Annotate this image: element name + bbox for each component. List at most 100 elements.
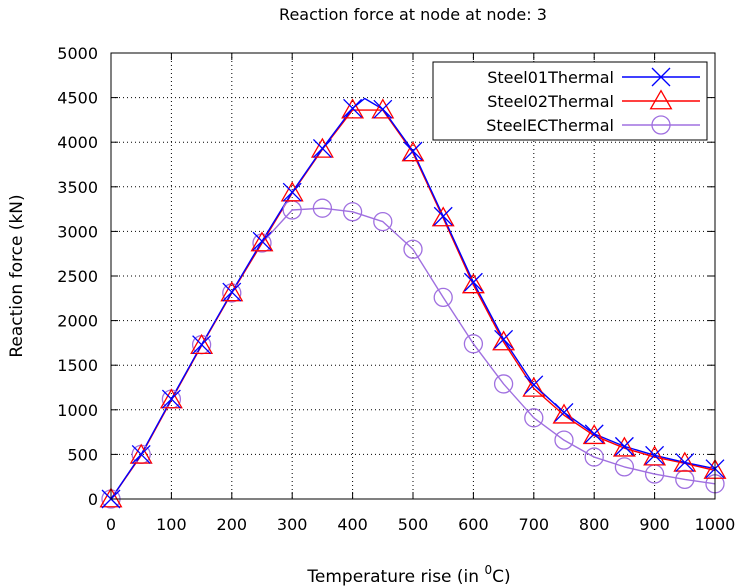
data-point <box>250 231 274 252</box>
x-tick-label: 400 <box>337 515 368 534</box>
legend-marker <box>651 115 671 135</box>
y-tick-label: 3500 <box>57 178 98 197</box>
data-point <box>341 98 365 119</box>
data-point <box>401 141 425 162</box>
data-point <box>552 403 576 424</box>
data-point <box>614 436 634 456</box>
x-tick-label: 900 <box>639 515 670 534</box>
legend-marker <box>649 89 673 110</box>
grid <box>111 53 715 499</box>
y-tick-label: 2500 <box>57 267 98 286</box>
series-Steel01Thermal <box>110 97 716 500</box>
data-point <box>222 282 242 302</box>
y-tick-label: 4000 <box>57 133 98 152</box>
data-point <box>252 233 272 253</box>
x-axis-title-suffix: C) <box>492 567 511 587</box>
x-axis-title-superscript: 0 <box>484 563 492 577</box>
x-tick-label: 200 <box>217 515 248 534</box>
data-point <box>675 469 695 490</box>
data-point <box>645 445 665 465</box>
x-tick-label: 1000 <box>695 515 736 534</box>
legend-items: Steel01Thermal Steel02Thermal SteelECTherm… <box>486 67 700 135</box>
x-tick-label: 500 <box>398 515 429 534</box>
data-point <box>643 445 667 466</box>
data-point <box>463 272 483 292</box>
data-point <box>252 231 272 251</box>
data-point <box>220 281 244 302</box>
y-tick-label: 3000 <box>57 222 98 241</box>
data-point <box>373 99 393 119</box>
series-markers-Steel02Thermal <box>99 98 727 508</box>
x-tick-label: 300 <box>277 515 308 534</box>
data-point <box>461 273 485 294</box>
data-point <box>312 138 332 158</box>
data-point <box>582 424 606 445</box>
data-point <box>554 430 574 450</box>
data-point <box>129 443 153 464</box>
series-Steel02Thermal <box>110 109 716 500</box>
legend-label: SteelECThermal <box>486 116 614 135</box>
legend: Steel01Thermal Steel02Thermal SteelECTherm… <box>432 61 708 141</box>
y-tick-label: 2000 <box>57 312 98 331</box>
data-point <box>282 182 302 202</box>
series-markers-Steel01Thermal <box>101 98 725 509</box>
data-point <box>159 388 183 409</box>
y-tick-label: 500 <box>67 445 98 464</box>
data-point <box>99 487 123 508</box>
x-tick-label: 600 <box>458 515 489 534</box>
y-tick-label: 4500 <box>57 89 98 108</box>
data-point <box>584 424 604 444</box>
data-point <box>675 452 695 472</box>
x-tick-label: 700 <box>519 515 550 534</box>
data-point <box>280 181 304 202</box>
y-tick-label: 1000 <box>57 401 98 420</box>
data-point <box>673 451 697 472</box>
data-point <box>403 141 423 161</box>
data-point <box>492 330 516 351</box>
x-tick-label: 0 <box>106 515 116 534</box>
data-point <box>131 444 151 464</box>
data-point <box>403 239 423 259</box>
data-point <box>524 375 544 395</box>
chart-title: Reaction force at node at node: 3 <box>279 5 547 24</box>
axis-ticks: 0 100 200 300 400 500 600 700 800 900 1000 0 500 1000… <box>57 44 735 534</box>
x-axis-title: Temperature rise (in 0C) <box>306 563 510 587</box>
legend-label: Steel02Thermal <box>487 92 614 111</box>
x-tick-label: 100 <box>156 515 187 534</box>
y-tick-label: 1500 <box>57 356 98 375</box>
data-point <box>433 206 453 226</box>
data-point <box>463 334 484 354</box>
data-point <box>493 374 514 394</box>
y-tick-label: 5000 <box>57 44 98 63</box>
data-point <box>190 333 214 354</box>
y-axis-title: Reaction force (kN) <box>7 194 27 357</box>
data-point <box>310 137 334 158</box>
data-point <box>522 376 546 397</box>
data-point <box>373 211 393 232</box>
data-point <box>614 457 635 477</box>
data-point <box>222 283 242 303</box>
data-point <box>431 206 455 227</box>
x-axis-title-prefix: Temperature rise (in <box>306 567 484 587</box>
data-point <box>494 329 514 349</box>
series-line <box>110 109 716 500</box>
data-point <box>612 436 636 457</box>
data-point <box>371 98 395 119</box>
series-line <box>110 97 716 500</box>
legend-item-Steel02Thermal: Steel02Thermal <box>487 89 700 111</box>
data-point <box>161 389 181 409</box>
series-layer <box>99 97 727 509</box>
data-point <box>433 287 453 308</box>
legend-item-SteelECThermal: SteelECThermal <box>486 115 700 135</box>
data-point <box>343 98 363 118</box>
legend-marker <box>651 67 671 87</box>
legend-item-Steel01Thermal: Steel01Thermal <box>487 67 700 87</box>
legend-label: Steel01Thermal <box>487 68 614 87</box>
data-point <box>584 447 604 467</box>
data-point <box>554 403 574 422</box>
data-point <box>312 198 333 218</box>
data-point <box>192 335 212 355</box>
data-point <box>524 408 544 428</box>
data-point <box>342 202 363 222</box>
